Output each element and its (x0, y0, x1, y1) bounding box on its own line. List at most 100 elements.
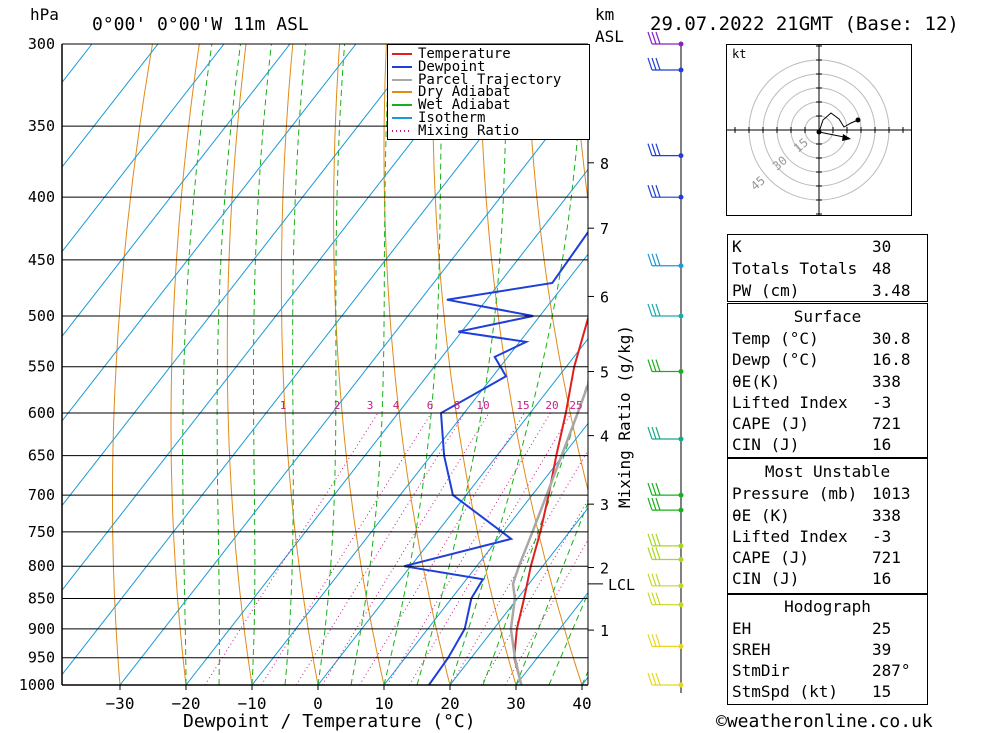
km-tick-label: 5 (600, 364, 609, 382)
isotherm-line (449, 507, 588, 685)
wind-barb-flag (651, 359, 657, 372)
km-tick-label: 8 (600, 155, 609, 173)
wind-barb (647, 359, 684, 375)
storm-motion-arrow (842, 134, 851, 141)
series-parcel-trajectory (509, 381, 588, 685)
wind-barb-flag (647, 573, 653, 586)
wind-barb-flag (655, 253, 661, 266)
pressure-tick-label: 550 (28, 358, 55, 376)
mixing-ratio-label: 20 (545, 399, 558, 412)
wind-barb (647, 672, 684, 688)
km-tick-label: 4 (600, 428, 609, 446)
km-tick-label: 6 (600, 288, 609, 306)
legend-item: Isotherm (392, 109, 486, 126)
wind-barb-flag (647, 143, 653, 156)
asl-unit-label: ASL (595, 27, 624, 46)
hodograph-panel: kt 15 30 45 (726, 44, 912, 216)
hodograph-stats-title: Hodograph (784, 597, 871, 616)
x-tick-label: −10 (238, 694, 267, 713)
hodograph-end-dot (855, 117, 861, 123)
pressure-tick-label: 350 (28, 117, 55, 135)
isotherm-line (185, 168, 588, 685)
km-unit-label: km (595, 5, 614, 24)
series-dewpoint (403, 44, 588, 685)
legend-item: Mixing Ratio (392, 122, 520, 139)
pressure-tick-label: 900 (28, 620, 55, 638)
isotherm-line (62, 44, 555, 676)
legend-item: Parcel Trajectory (392, 71, 562, 88)
plot-area: 3003504004505005506006507007508008509009… (19, 31, 1000, 713)
surface-title: Surface (793, 307, 862, 326)
wind-barb-flag (651, 497, 657, 511)
wind-barb (647, 184, 684, 200)
dry-adiabat-line (479, 44, 583, 685)
wind-barb-flag (647, 426, 653, 440)
wind-barb-flag (651, 573, 657, 586)
wind-barb-flag (651, 634, 657, 647)
legend-item: Dry Adiabat (392, 84, 511, 101)
copyright-label: ©weatheronline.co.uk (716, 711, 933, 732)
wet-adiabat-line (216, 44, 241, 685)
wind-barb-flag (651, 533, 657, 547)
isotherm-line (383, 422, 588, 685)
isotherm-line (119, 84, 588, 685)
x-tick-label: 20 (440, 694, 459, 713)
x-tick-label: 40 (572, 694, 591, 713)
most-unstable-title: Most Unstable (764, 462, 891, 481)
wind-barb (647, 253, 684, 269)
mixing-ratio-label: 3 (367, 399, 374, 412)
pressure-tick-label: 650 (28, 447, 55, 465)
pressure-tick-label: 800 (28, 557, 55, 575)
x-tick-label: 10 (374, 694, 393, 713)
mixing-ratio-label: 4 (393, 399, 400, 412)
wind-barb-flag (655, 143, 661, 156)
wind-barb-flag (651, 31, 657, 45)
isotherm-line (62, 44, 225, 253)
wind-barb (647, 57, 684, 73)
wind-barb-flag (655, 547, 661, 560)
wind-barb-flag (647, 672, 653, 686)
wet-adiabat-line (548, 591, 588, 685)
mixing-ratio-label: 10 (476, 399, 489, 412)
wet-adiabat-line (515, 501, 588, 685)
mixing-ratio-label: 25 (569, 399, 582, 412)
wind-barb-flag (651, 184, 657, 198)
km-tick-label: 1 (600, 622, 609, 640)
mu-cape: CAPE (J) 721 (732, 548, 901, 567)
mixing-ratio-axis-title: Mixing Ratio (g/kg) (615, 325, 634, 508)
wind-barb (647, 634, 684, 649)
hodograph-ring-label: 30 (770, 153, 790, 173)
wind-barb (647, 31, 684, 47)
mixing-ratio-line (504, 538, 588, 685)
datetime-label: 29.07.2022 21GMT (Base: 12) (650, 13, 959, 35)
wind-barb-flag (651, 143, 657, 156)
wind-barb-flag (647, 303, 653, 317)
dry-adiabat-line (333, 44, 385, 685)
pressure-tick-label: 450 (28, 251, 55, 269)
indices-box: K 30 Totals Totals 48 PW (cm) 3.48 (727, 234, 928, 302)
isotherm-line (62, 44, 291, 338)
mixing-ratio-label: 8 (454, 399, 461, 412)
wind-barb-flag (651, 672, 657, 686)
surface-dewp: Dewp (°C) 16.8 (732, 350, 911, 369)
wind-barb (647, 573, 684, 589)
hodograph-trace (818, 112, 859, 133)
mixing-ratio-label: 15 (516, 399, 529, 412)
dry-adiabat-line (948, 44, 1000, 685)
mixing-ratio-label: 6 (427, 399, 434, 412)
legend-item: Wet Adiabat (392, 97, 511, 114)
lcl-label: LCL (608, 576, 635, 594)
location-label: 0°00' 0°00'W 11m ASL (92, 14, 309, 35)
surface-box: Surface Temp (°C) 30.8 Dewp (°C) 16.8 θE(K… (727, 303, 928, 458)
most-unstable-box: Most Unstable Pressure (mb) 1013 θE (K) 33… (727, 458, 928, 594)
wind-barb-flag (655, 303, 661, 317)
isotherm-line (62, 44, 159, 168)
km-tick-label: 2 (600, 560, 609, 578)
mixing-ratio-line (359, 412, 525, 685)
wind-barb-flag (655, 497, 661, 511)
surface-temp: Temp (°C) 30.8 (732, 329, 911, 348)
pressure-tick-label: 600 (28, 404, 55, 422)
isotherm-line (251, 253, 588, 685)
wind-barb-flag (647, 592, 653, 605)
